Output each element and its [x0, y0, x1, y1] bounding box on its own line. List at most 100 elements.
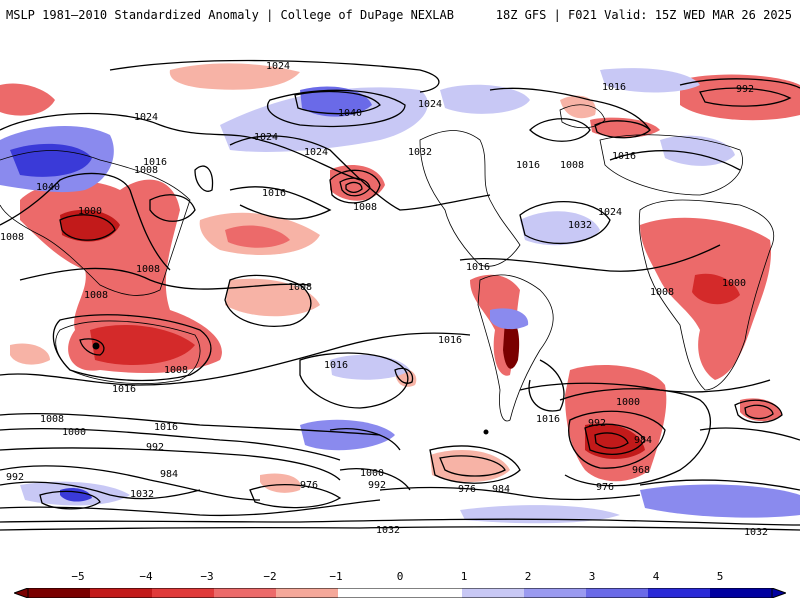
- isobar: [224, 274, 312, 327]
- contour-label: 1024: [304, 147, 328, 158]
- isobar: [329, 169, 381, 204]
- isobar: [109, 59, 440, 93]
- anomaly-region: [692, 273, 740, 305]
- isobar: [439, 455, 506, 477]
- colorbar-segment: [276, 588, 339, 598]
- map-canvas: 1024 1024 1024 1024 1024 1024 1040 1032 …: [0, 30, 800, 550]
- contour-label: 984: [492, 484, 510, 495]
- contour-label: 1008: [84, 290, 108, 301]
- low-center-marker: [92, 342, 100, 350]
- anomaly-region: [90, 325, 195, 365]
- contour-label: 1032: [376, 525, 400, 536]
- coastline-south-america: [477, 274, 554, 422]
- contour-label: 1000: [722, 278, 746, 289]
- valid-time: 18Z GFS | F021 Valid: 15Z WED MAR 26 202…: [495, 8, 792, 22]
- contour-label: 1016: [112, 384, 136, 395]
- colorbar-segment: [648, 588, 711, 598]
- colorbar-segment: [462, 588, 525, 598]
- colorbar-tick-label: 5: [716, 570, 724, 583]
- isobar: [294, 90, 381, 115]
- isobar: [0, 481, 201, 500]
- isobar: [734, 399, 783, 424]
- anomaly-region: [520, 211, 600, 246]
- isobar: [679, 78, 800, 89]
- colorbar-tick-label: 4: [652, 570, 660, 583]
- anomaly-region: [640, 484, 800, 518]
- contour-label: 976: [300, 480, 318, 491]
- colorbar-arrow-right: [771, 588, 786, 598]
- anomaly-region: [600, 68, 700, 93]
- isobar-contours: [0, 59, 800, 531]
- contour-label: 1024: [134, 112, 158, 123]
- contour-label: 984: [160, 469, 178, 480]
- isobar: [568, 410, 666, 469]
- isobar: [329, 428, 401, 451]
- colorbar-arrow-left: [14, 588, 29, 598]
- anomaly-region: [590, 117, 660, 138]
- header: MSLP 1981–2010 Standardized Anomaly | Co…: [0, 0, 800, 30]
- contour-labels: 1024 1024 1024 1024 1024 1024 1040 1032 …: [0, 61, 768, 538]
- contour-label: 1016: [612, 151, 636, 162]
- isobar: [489, 87, 651, 131]
- contour-label: 1016: [438, 335, 462, 346]
- isobar: [0, 427, 341, 461]
- isobar: [639, 479, 800, 491]
- isobar: [0, 526, 800, 531]
- isobar: [529, 118, 591, 142]
- anomaly-region: [330, 354, 410, 380]
- contour-label: 992: [6, 472, 24, 483]
- colorbar-segment: [90, 588, 153, 598]
- contour-label: 1032: [130, 489, 154, 500]
- colorbar-segment: [338, 588, 401, 598]
- isobar: [699, 87, 792, 107]
- isobar: [429, 445, 521, 484]
- anomaly-region: [560, 95, 596, 119]
- contour-label: 1024: [266, 61, 290, 72]
- contour-label: 992: [588, 418, 606, 429]
- anomaly-region: [225, 225, 290, 248]
- coastlines: [0, 104, 775, 422]
- coastline-australia: [55, 320, 201, 384]
- isobar: [249, 484, 342, 509]
- isobar: [0, 499, 381, 517]
- colorbar-tick-label: 3: [588, 570, 596, 583]
- anomaly-map: 1024 1024 1024 1024 1024 1024 1040 1032 …: [0, 30, 800, 550]
- isobar: [194, 165, 214, 192]
- isobar: [0, 518, 800, 526]
- colorbar-segment: [586, 588, 649, 598]
- contour-label: 1008: [136, 264, 160, 275]
- anomaly-region: [585, 423, 645, 459]
- contour-label: 1016: [143, 157, 167, 168]
- isobar: [345, 181, 363, 194]
- map-title: MSLP 1981–2010 Standardized Anomaly | Co…: [6, 8, 454, 22]
- isobar: [19, 267, 311, 290]
- isobar: [459, 244, 721, 272]
- colorbar-segment: [524, 588, 587, 598]
- contour-label: 1008: [353, 202, 377, 213]
- colorbar-border: [27, 588, 773, 598]
- anomaly-region: [660, 135, 735, 166]
- contour-label: 1016: [602, 82, 626, 93]
- colorbar-segment: [214, 588, 277, 598]
- isobar: [229, 135, 491, 211]
- isobar: [609, 150, 741, 171]
- contour-label: 976: [458, 484, 476, 495]
- anomaly-region: [430, 450, 510, 482]
- colorbar-tick-label: −4: [139, 570, 153, 583]
- anomaly-region: [260, 473, 301, 493]
- isobar: [519, 200, 611, 245]
- colorbar-segment: [28, 588, 91, 598]
- contour-label: 1000: [62, 427, 86, 438]
- contour-label: 1008: [650, 287, 674, 298]
- coastline-asia: [0, 150, 191, 296]
- isobar: [0, 112, 361, 181]
- contour-label: 1008: [134, 165, 158, 176]
- contour-label: 992: [146, 442, 164, 453]
- anomaly-region: [60, 209, 120, 242]
- isobar: [0, 465, 261, 501]
- contour-label: 1032: [568, 220, 592, 231]
- colorbar-segment: [152, 588, 215, 598]
- pressure-centers: [92, 342, 489, 435]
- contour-label: 1016: [516, 160, 540, 171]
- isobar: [594, 120, 651, 139]
